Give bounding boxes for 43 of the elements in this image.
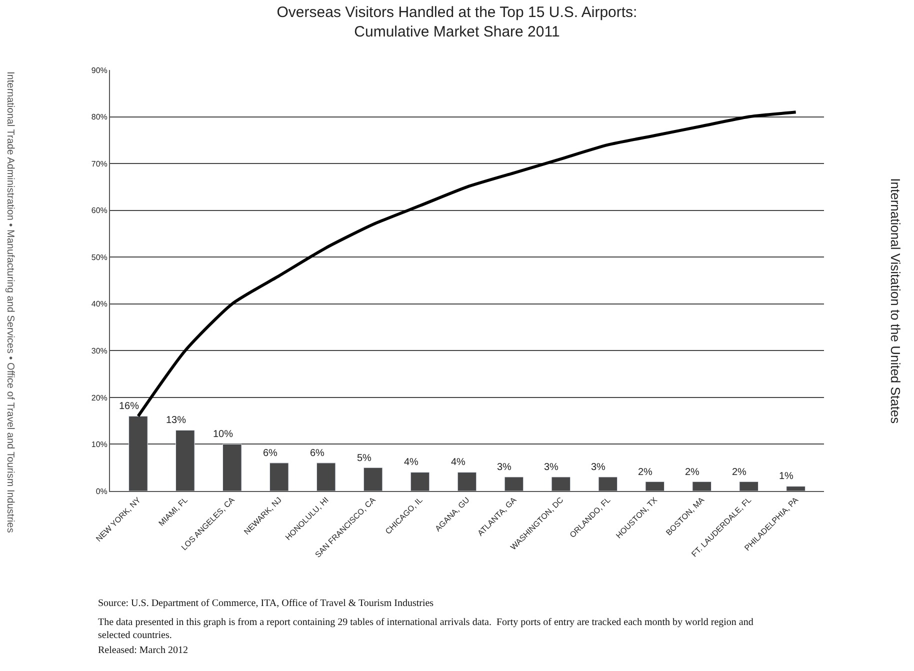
- source-note: Source: U.S. Department of Commerce, ITA, Office of Travel & Tourism Industries: [98, 598, 434, 609]
- data-label: 2%: [685, 467, 700, 478]
- y-tick-label: 40%: [91, 300, 108, 309]
- data-label: 10%: [213, 429, 234, 440]
- y-tick-label: 10%: [91, 440, 108, 450]
- text: The data presented in this graph is from a report containing 29 tables of international arrivals data. Forty ports of entry are tracked each month by world region and selected countries.: [98, 617, 754, 641]
- data-label: 13%: [166, 415, 186, 426]
- chart-title: Overseas Visitors Handled at the Top 15 U.S. Airports: Cumulative Market Share 2011: [276, 4, 638, 40]
- bar: [692, 481, 712, 491]
- data-label: 4%: [451, 457, 466, 468]
- data-label: 6%: [310, 448, 325, 459]
- data-label: 3%: [497, 462, 512, 473]
- bar: [410, 472, 430, 491]
- bar: [739, 481, 758, 491]
- y-tick-label: 80%: [91, 112, 108, 122]
- y-tick-label: 0%: [96, 486, 108, 496]
- data-label: 2%: [638, 467, 653, 478]
- bar: [551, 476, 571, 491]
- y-tick-label: 70%: [91, 159, 108, 168]
- y-tick-label: 60%: [91, 206, 108, 216]
- data-label: 2%: [732, 467, 747, 478]
- y-tick-label: 30%: [91, 346, 108, 356]
- bar: [598, 476, 618, 491]
- y-tick-label: 20%: [91, 393, 108, 402]
- text: International Visitation to the United States: [888, 178, 903, 424]
- bar: [269, 462, 289, 491]
- data-label: 5%: [357, 453, 372, 464]
- y-tick-label: 50%: [91, 252, 108, 262]
- bar: [504, 476, 524, 491]
- y-tick-label: 90%: [91, 66, 108, 75]
- data-label: 3%: [591, 462, 606, 473]
- text: Released: March 2012: [98, 645, 188, 656]
- bar: [645, 481, 665, 491]
- bar: [363, 467, 383, 491]
- data-label: 6%: [263, 448, 278, 459]
- text: International Trade Administration • Manufacturing and Services • Office of Travel and Tourism Industries: [4, 72, 16, 533]
- bar: [316, 462, 336, 491]
- data-label: 4%: [404, 457, 419, 468]
- bar: [786, 486, 806, 491]
- bar: [457, 472, 477, 491]
- data-label: 16%: [119, 401, 140, 412]
- data-label: 3%: [544, 462, 559, 473]
- data-label: 1%: [779, 471, 794, 482]
